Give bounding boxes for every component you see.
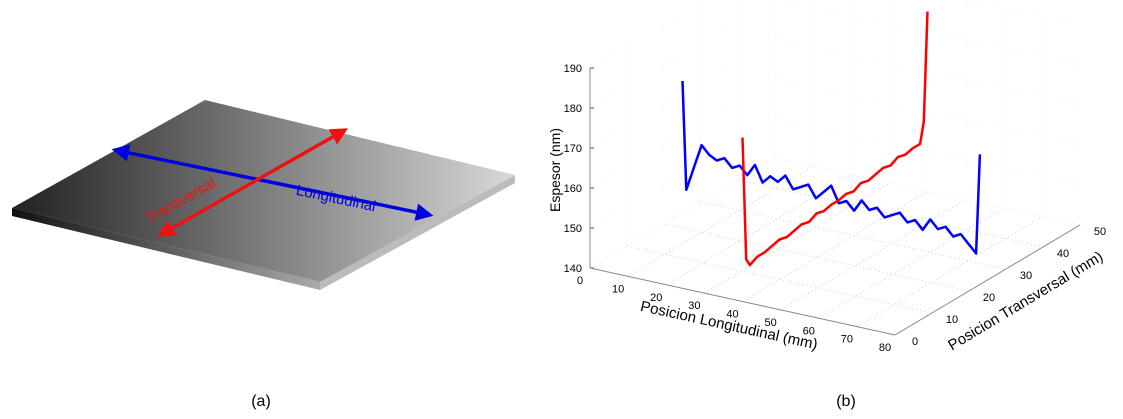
y-tick-label: 10	[946, 314, 958, 326]
panel-b: (b) Espesor (nm) Posicion Longitudinal (…	[547, 0, 1106, 410]
grid-line	[589, 0, 706, 69]
x-tick-label: 40	[726, 309, 738, 321]
axis-line	[589, 267, 896, 336]
grid-line	[774, 77, 1081, 146]
plate	[12, 100, 515, 282]
x-tick-label: 70	[841, 334, 853, 346]
series-line	[681, 80, 982, 255]
grid-line	[774, 157, 1081, 226]
grid-line	[737, 179, 1044, 248]
x-tick-label: 20	[650, 292, 662, 304]
x-axis-label: Posicion Longitudinal (mm)	[639, 298, 819, 353]
x-tick-label: 0	[577, 275, 583, 287]
z-axis-label: Espesor (nm)	[547, 128, 563, 212]
y-tick-label: 50	[1094, 226, 1106, 238]
transversal-arrow	[156, 128, 349, 237]
y-tick-label: 30	[1020, 270, 1032, 282]
grid-line	[774, 117, 1081, 186]
z-tick-label: 190	[564, 63, 582, 75]
y-axis-label: Posicion Transversal (mm)	[945, 248, 1106, 354]
series-line	[741, 11, 929, 267]
grid-line	[589, 117, 776, 229]
grid-line	[780, 199, 966, 311]
caption: (b)	[836, 393, 856, 410]
y-tick-label: 20	[983, 292, 995, 304]
x-tick-label: 30	[688, 300, 700, 312]
x-tick-label: 10	[612, 283, 624, 295]
x-tick-label: 50	[765, 317, 777, 329]
plate-edge	[12, 208, 320, 290]
grid-line	[627, 165, 814, 277]
z-tick-label: 140	[564, 263, 582, 275]
z-tick-label: 160	[564, 183, 582, 195]
grid-line	[963, 0, 1081, 26]
y-tick-label: 40	[1057, 248, 1069, 260]
z-tick-label: 170	[564, 143, 582, 155]
axis-line	[894, 224, 1081, 336]
z-tick-label: 180	[564, 103, 582, 115]
grid-line	[774, 37, 1081, 106]
plate-side	[320, 175, 515, 290]
y-tick-label: 0	[912, 336, 918, 348]
grid-line	[626, 245, 933, 314]
grid-line	[663, 223, 970, 292]
grid-line	[700, 201, 1007, 270]
x-tick-label: 80	[879, 342, 891, 354]
panel-a: Transversal Longitudinal (a)	[12, 100, 515, 410]
caption: (a)	[251, 393, 271, 410]
x-tick-label: 60	[803, 325, 815, 337]
z-tick-label: 150	[564, 223, 582, 235]
